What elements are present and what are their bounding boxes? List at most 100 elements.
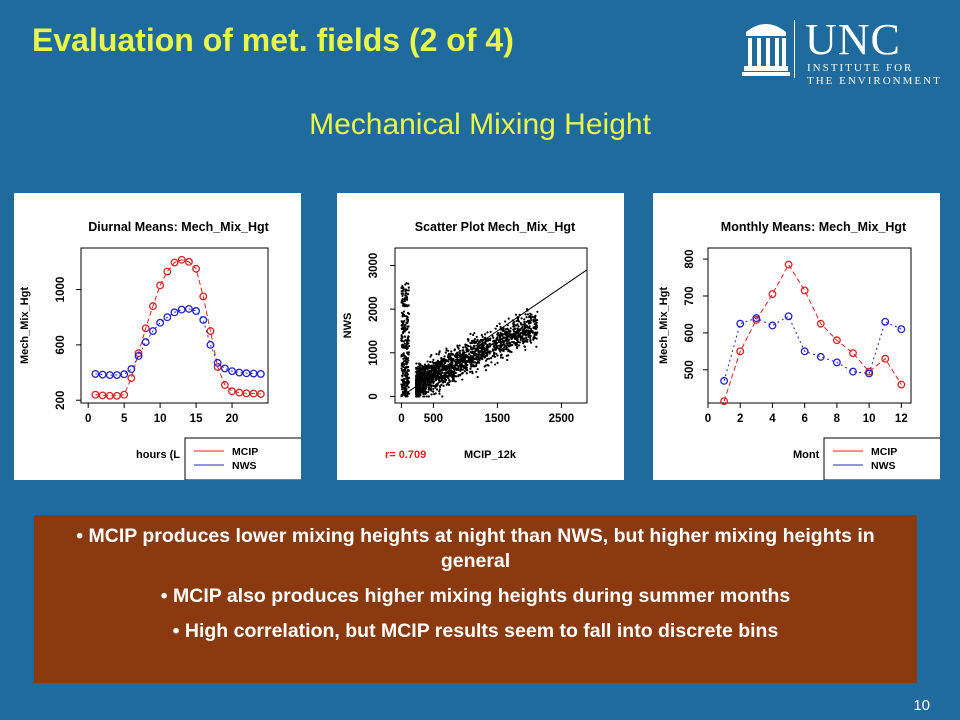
point-nws [881,317,890,326]
point-nws [768,321,777,330]
point-nws [736,319,745,328]
scatter-point [402,340,406,343]
chart-title: Monthly Means: Mech_Mix_Hgt [721,220,907,234]
point-mcip [832,336,841,345]
scatter-point [526,313,530,316]
scatter-point [404,367,407,371]
scatter-point [499,332,503,335]
scatter-point [404,303,407,306]
scatter-point [507,339,510,342]
scatter-point [515,346,519,350]
legend-label-nws: NWS [871,460,896,472]
scatter-point [526,329,529,332]
x-tick-label: 2 [737,413,743,425]
unc-logo: UNC INSTITUTE FOR THE ENVIRONMENT [742,15,947,87]
scatter-point [406,373,409,376]
scatter-point [511,336,514,339]
scatter-point [523,325,526,328]
scatter-point [407,353,410,356]
scatter-point [531,315,534,319]
scatter-point [492,349,495,352]
scatter-point [485,339,488,342]
scatter-point [512,323,516,326]
scatter-point [486,331,489,334]
scatter-point [523,327,526,330]
slide-subtitle: Mechanical Mixing Height [309,108,651,141]
scatter-point [491,334,494,338]
scatter-point [521,335,524,338]
scatter-point [449,357,452,360]
scatter-point [516,334,519,338]
scatter-point [460,362,463,365]
plot-frame [707,247,912,404]
scatter-point [493,351,496,355]
scatter-point [469,332,472,335]
scatter-point [405,387,408,390]
scatter-point [513,335,516,338]
scatter-point [446,356,450,359]
scatter-point [497,344,501,347]
scatter-point [487,338,490,341]
scatter-point [400,286,403,290]
point-nws [800,347,809,356]
point-mcip [849,349,857,358]
scatter-point [407,331,411,334]
scatter-point [400,367,403,370]
scatter-point [405,282,408,285]
y-tick-label: 1000 [55,277,67,303]
scatter-point [468,353,471,356]
point-nws [113,371,121,379]
scatter-point [532,336,535,339]
scatter-point [406,292,410,296]
y-tick-label: 600 [684,323,696,342]
scatter-point [448,355,451,358]
scatter-point [419,378,422,381]
scatter-point [405,296,409,299]
scatter-point [455,363,458,367]
scatter-point [445,359,448,362]
scatter-point [429,360,432,364]
x-tick-label: 0 [705,413,711,425]
scatter-point [438,351,441,354]
scatter-point [447,383,451,386]
legend-label-mcip: MCIP [232,446,258,458]
point-nws [752,314,761,323]
point-mcip [784,260,793,269]
scatter-point [532,326,536,329]
scatter-point [436,363,439,366]
scatter-point [514,342,517,346]
scatter-point [490,357,493,360]
scatter-point [429,365,432,368]
scatter-point [524,340,528,343]
x-tick-label: 15 [190,413,203,425]
scatter-point [435,385,438,388]
scatter-point [438,379,441,382]
point-nws [134,351,143,360]
scatter-point [434,366,437,369]
x-tick-label: 10 [863,413,876,425]
scatter-point [458,344,461,347]
x-tick-label: 4 [769,413,776,425]
scatter-point [406,368,410,372]
scatter-point [519,332,523,335]
scatter-point [522,342,525,345]
y-axis-label: Mech_Mix_Hgt [658,287,670,364]
scatter-point [473,352,476,355]
x-tick-label: 8 [834,413,841,425]
scatter-points [400,282,539,398]
x-tick-label: 500 [424,413,443,425]
point-mcip [170,258,179,267]
point-nws [156,318,165,327]
scatter-point [515,337,518,340]
scatter-point [437,353,440,356]
scatter-point [403,335,406,338]
scatter-point [519,338,522,341]
scatter-point [430,367,433,370]
scatter-point [402,287,405,290]
scatter-point [484,342,487,345]
scatter-point [407,351,411,354]
scatter-point [452,375,455,378]
scatter-point [535,345,538,348]
scatter-point [457,347,460,350]
scatter-point [400,388,404,391]
